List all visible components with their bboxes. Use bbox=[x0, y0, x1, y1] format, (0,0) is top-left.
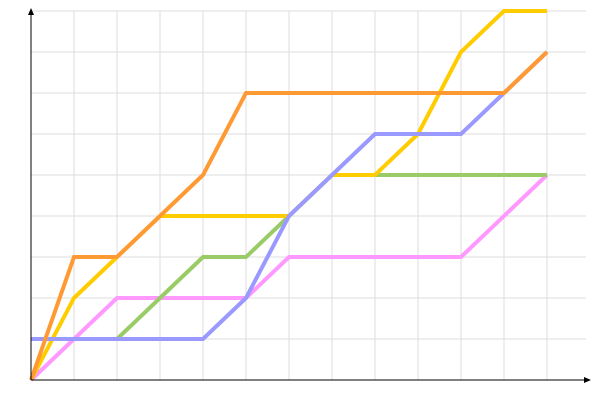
grid bbox=[31, 10, 586, 380]
x-axis-arrow bbox=[584, 377, 591, 383]
series-line-4 bbox=[31, 50, 549, 341]
y-axis-arrow bbox=[28, 8, 34, 15]
series-group bbox=[29, 9, 549, 382]
series-line-5 bbox=[29, 50, 549, 381]
